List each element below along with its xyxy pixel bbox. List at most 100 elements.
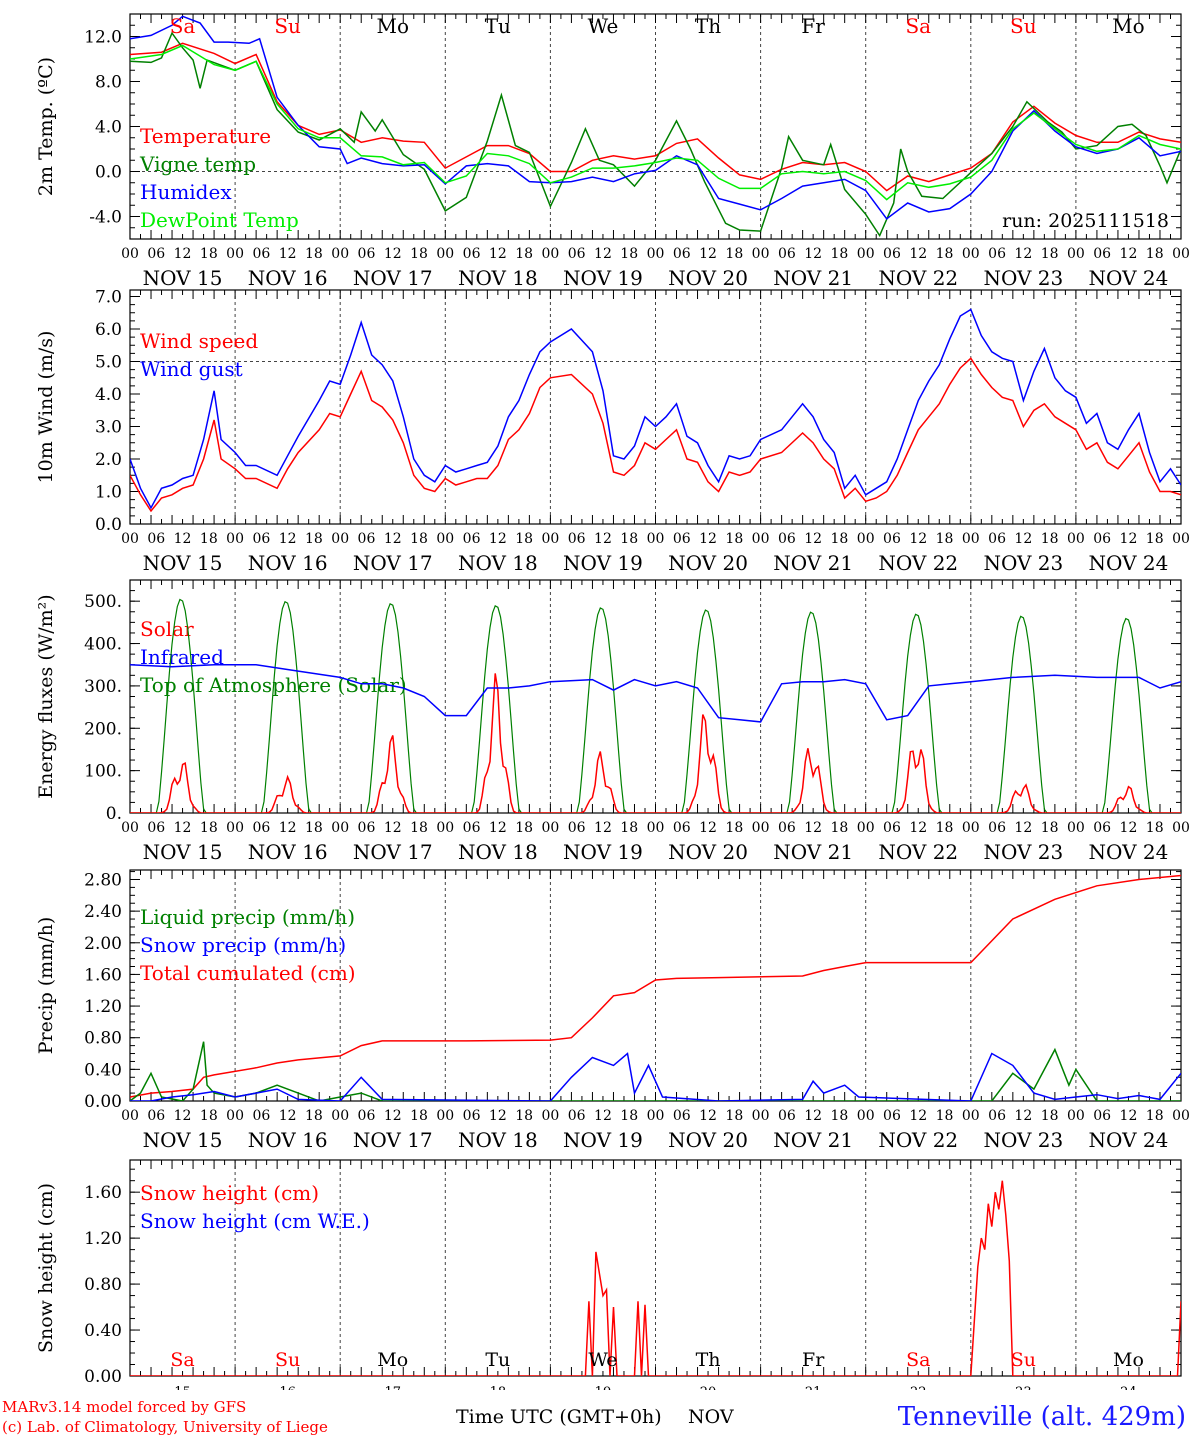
hour-tick-label: 18	[620, 1108, 638, 1124]
hour-tick-label: 00	[1172, 820, 1190, 836]
series-infrared	[130, 663, 1181, 723]
hour-tick-label: 00	[121, 1108, 139, 1124]
hour-tick-label: 00	[647, 246, 665, 262]
date-label: NOV 20	[668, 266, 748, 290]
y-tick-label: 0.0	[95, 515, 122, 535]
hour-tick-label: 06	[147, 246, 165, 262]
hour-tick-label: 06	[673, 531, 691, 547]
hour-tick-label: 06	[358, 1108, 376, 1124]
hour-tick-label: 12	[909, 246, 927, 262]
hour-tick-label: 12	[909, 531, 927, 547]
hour-tick-label: 00	[647, 531, 665, 547]
legend-entry: Liquid precip (mm/h)	[140, 905, 355, 929]
hour-tick-label: 06	[778, 1108, 796, 1124]
hour-tick-label: 18	[200, 1108, 218, 1124]
hour-tick-label: 00	[1067, 820, 1085, 836]
legend-entry: Temperature	[140, 124, 271, 148]
hour-tick-label: 00	[226, 246, 244, 262]
day-number-label: 17	[384, 1385, 401, 1390]
y-tick-label: 0.40	[84, 1321, 122, 1341]
y-tick-label: 2.80	[84, 870, 122, 890]
y-tick-label: 4.0	[95, 118, 122, 138]
hour-tick-label: 12	[384, 820, 402, 836]
y-tick-label: 1.0	[95, 483, 122, 503]
hour-tick-label: 00	[962, 820, 980, 836]
hour-tick-label: 18	[725, 246, 743, 262]
hour-tick-label: 06	[988, 246, 1006, 262]
weekday-label-bottom: Mo	[1113, 1349, 1144, 1371]
hour-tick-label: 06	[358, 246, 376, 262]
y-axis-label: 2m Temp. (ºC)	[35, 57, 57, 196]
hour-tick-label: 12	[489, 820, 507, 836]
weekday-label-top: Mo	[376, 14, 409, 38]
date-label: NOV 16	[248, 1128, 328, 1152]
hour-tick-label: 18	[1041, 246, 1059, 262]
hour-tick-label: 18	[620, 820, 638, 836]
date-label: NOV 24	[1089, 1128, 1169, 1152]
legend-entry: Vigne temp	[139, 152, 256, 176]
hour-tick-label: 06	[568, 531, 586, 547]
series-liquid-precip-mm-h-	[130, 1041, 1181, 1101]
hour-tick-label: 06	[568, 246, 586, 262]
y-tick-label: 6.0	[95, 320, 122, 340]
hour-tick-label: 18	[200, 820, 218, 836]
date-label: NOV 18	[458, 551, 538, 575]
hour-tick-label: 00	[752, 1108, 770, 1124]
date-label: NOV 20	[668, 551, 748, 575]
hour-tick-label: 12	[489, 531, 507, 547]
date-label: NOV 17	[353, 266, 433, 290]
hour-tick-label: 18	[725, 1108, 743, 1124]
y-tick-label: 1.60	[84, 1183, 122, 1203]
y-tick-label: 2.00	[84, 934, 122, 954]
date-label: NOV 15	[143, 1128, 223, 1152]
y-tick-label: 100.	[84, 762, 122, 782]
hour-tick-label: 06	[673, 246, 691, 262]
hour-tick-label: 18	[1041, 1108, 1059, 1124]
hour-tick-label: 00	[857, 1108, 875, 1124]
weekday-label-top: Tu	[485, 14, 511, 38]
hour-tick-label: 00	[436, 820, 454, 836]
y-tick-label: 8.0	[95, 73, 122, 93]
y-tick-label: 3.0	[95, 418, 122, 438]
date-label: NOV 23	[983, 551, 1063, 575]
date-label: NOV 22	[878, 840, 958, 864]
weekday-label-top: We	[588, 14, 619, 38]
date-label: NOV 22	[878, 1128, 958, 1152]
date-label: NOV 23	[983, 266, 1063, 290]
hour-tick-label: 00	[1172, 246, 1190, 262]
hour-tick-label: 06	[147, 1108, 165, 1124]
hour-tick-label: 06	[883, 246, 901, 262]
hour-tick-label: 18	[1146, 246, 1164, 262]
hour-tick-label: 06	[252, 1108, 270, 1124]
series-dewpoint-temp	[130, 44, 1181, 201]
day-number-label: 21	[805, 1385, 822, 1390]
hour-tick-label: 12	[279, 1108, 297, 1124]
hour-tick-label: 18	[200, 246, 218, 262]
hour-tick-label: 00	[226, 531, 244, 547]
hour-tick-label: 00	[752, 820, 770, 836]
date-label: NOV 23	[983, 840, 1063, 864]
y-tick-label: 1.20	[84, 997, 122, 1017]
weekday-label-top: Su	[1010, 14, 1037, 38]
hour-tick-label: 12	[1014, 246, 1032, 262]
hour-tick-label: 18	[831, 1108, 849, 1124]
day-number-label: 18	[490, 1385, 507, 1390]
hour-tick-label: 00	[331, 1108, 349, 1124]
legend-entry: DewPoint Temp	[140, 208, 299, 232]
weekday-label-top: Sa	[905, 14, 931, 38]
hour-tick-label: 06	[778, 820, 796, 836]
weekday-label-bottom: Th	[696, 1349, 721, 1371]
hour-tick-label: 12	[804, 531, 822, 547]
legend-entry: Snow height (cm W.E.)	[140, 1209, 370, 1233]
hour-tick-label: 00	[962, 1108, 980, 1124]
legend-entry: Snow height (cm)	[140, 1181, 319, 1205]
hour-tick-label: 06	[988, 1108, 1006, 1124]
day-number-label: 24	[1120, 1385, 1137, 1390]
hour-tick-label: 18	[1146, 1108, 1164, 1124]
day-number-label: 19	[595, 1385, 612, 1390]
day-number-label: 22	[910, 1385, 927, 1390]
legend-entry: Wind speed	[140, 329, 258, 353]
legend-entry: Snow precip (mm/h)	[140, 933, 346, 957]
hour-tick-label: 06	[1093, 1108, 1111, 1124]
legend-entry: Total cumulated (cm)	[140, 961, 356, 985]
